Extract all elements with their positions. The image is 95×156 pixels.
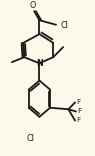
Text: F: F — [76, 117, 80, 123]
Text: O: O — [30, 1, 36, 10]
Text: Cl: Cl — [60, 21, 68, 30]
Text: Cl: Cl — [26, 134, 34, 143]
Text: N: N — [36, 59, 43, 68]
Text: F: F — [76, 100, 80, 105]
Text: F: F — [77, 108, 81, 114]
